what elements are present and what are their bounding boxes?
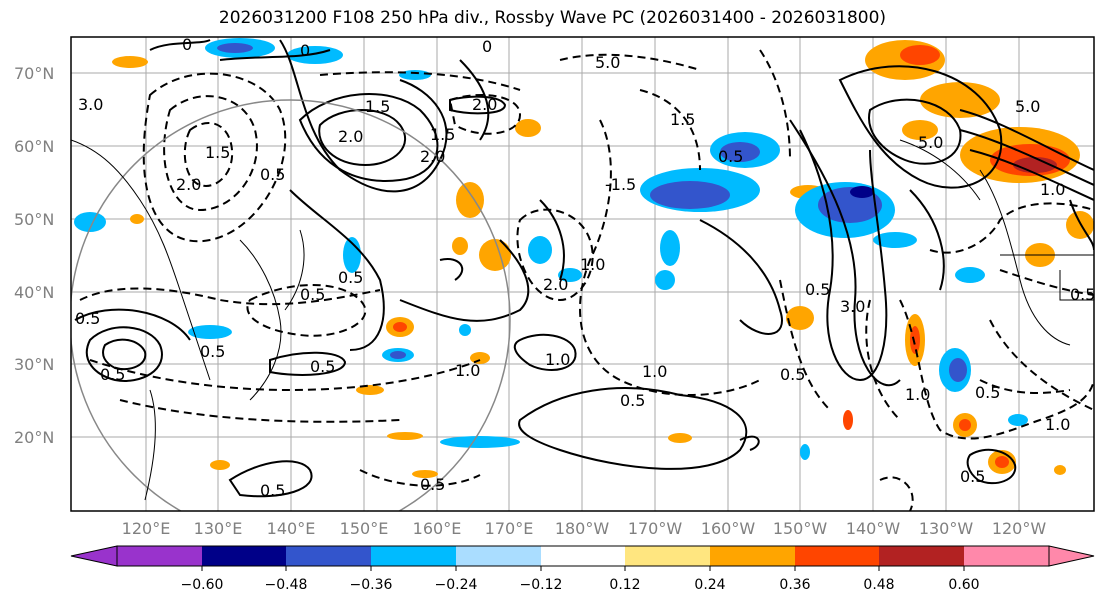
lon-label: 150°W [773,519,828,538]
colorbar-swatch [456,546,541,566]
colorbar-tick-label: −0.12 [520,577,563,593]
colorbar-tick-label: 0.12 [609,577,640,593]
contour-label: 2.0 [472,95,497,114]
contour-label: 1.0 [1040,180,1065,199]
contour-label: 2.0 [420,147,445,166]
contour-label: 0.5 [960,467,985,486]
contour-label: 0.5 [420,475,445,494]
contour-label: 1.0 [545,350,570,369]
contour-label: 0.5 [260,165,285,184]
colorbar-tick-label: −0.60 [181,577,224,593]
lat-label: 30°N [14,355,54,374]
contour-label: 0.5 [75,309,100,328]
colorbar-tick-label: −0.36 [350,577,393,593]
contour-label: 5.0 [1015,97,1040,116]
lon-label: 150°E [340,519,389,538]
contour-label: 0 [182,35,192,54]
lon-label: 160°E [413,519,462,538]
colorbar-swatch [964,546,1049,566]
contour-label: 3.0 [840,297,865,316]
lat-label: 50°N [14,210,54,229]
contour-label: 0.5 [300,285,325,304]
contour-label: 1.0 [580,255,605,274]
contour-label: 0.5 [805,280,830,299]
contour-label: 0.5 [975,383,1000,402]
colorbar-swatch [117,546,202,566]
contour-labels: 5.0 0 0 3.0 2.0 1.5 2.0 2.0 1.5 2.0 1.5 … [75,35,1095,500]
contour-label: 1.0 [455,361,480,380]
colorbar-swatch [625,546,710,566]
colorbar-max-arrow [1048,545,1095,567]
contour-label: 0.5 [310,357,335,376]
contour-label: 1.5 [205,143,230,162]
colorbar-tick-label: 0.24 [694,577,725,593]
colorbar-swatch [795,546,879,566]
contour-label: 0.5 [1070,285,1095,304]
contour-label: 1.5 [365,97,390,116]
lon-label: 180°W [555,519,610,538]
colorbar-swatch [710,546,795,566]
lon-label: 120°E [122,519,171,538]
lon-label: 130°W [919,519,974,538]
colorbar-swatch [286,546,371,566]
contour-label: 0.5 [780,365,805,384]
colorbar-tick-label: −0.48 [265,577,308,593]
lat-label: 40°N [14,283,54,302]
contour-label: 0.5 [718,147,743,166]
lat-label: 20°N [14,428,54,447]
contour-label: 2.0 [176,175,201,194]
colorbar: −0.60 −0.48 −0.36 −0.24 −0.12 0.12 0.24 … [70,545,1095,593]
contour-label: 2.0 [338,127,363,146]
colorbar-swatch [541,546,625,566]
colorbar-min-arrow [70,545,118,567]
colorbar-swatch [879,546,964,566]
map-title: 2026031200 F108 250 hPa div., Rossby Wav… [218,8,887,28]
dashed-contours [79,49,1094,511]
divergence-shading [74,38,1094,478]
longitude-labels: 120°E 130°E 140°E 150°E 160°E 170°E 180°… [122,519,1047,538]
coastlines [71,139,1094,501]
lon-label: 120°W [992,519,1047,538]
colorbar-tick-label: 0.36 [779,577,810,593]
lon-label: 140°W [846,519,901,538]
contour-label: 0.5 [338,268,363,287]
lat-label: 60°N [14,137,54,156]
lon-label: 130°E [194,519,243,538]
colorbar-swatch [371,546,456,566]
colorbar-swatch [202,546,286,566]
contour-label: 0.5 [260,481,285,500]
map-content [71,37,1094,511]
lon-label: 140°E [267,519,316,538]
contour-label: 1.5 [430,125,455,144]
reference-circle [71,99,511,511]
contour-label: 0 [300,41,310,60]
lat-label: 70°N [14,64,54,83]
contour-label: 1.5 [670,110,695,129]
contour-label: 2.0 [543,275,568,294]
lon-label: 170°E [485,519,534,538]
contour-label: 1.0 [642,362,667,381]
colorbar-tick-label: 0.48 [863,577,894,593]
contour-label: 3.0 [78,95,103,114]
contour-label: 0.5 [200,342,225,361]
contour-label: -1.5 [605,175,636,194]
colorbar-tick-label: −0.24 [435,577,478,593]
contour-label: 5.0 [595,53,620,72]
lon-label: 160°W [701,519,756,538]
colorbar-tick-label: 0.60 [948,577,979,593]
contour-label: 5.0 [918,133,943,152]
contour-label: 1.0 [1045,415,1070,434]
contour-label: 0 [482,37,492,56]
contour-label: 1.0 [905,385,930,404]
solid-contours [74,39,1094,498]
latitude-labels: 70°N 60°N 50°N 40°N 30°N 20°N [14,64,54,447]
contour-label: 0.5 [100,365,125,384]
lon-label: 170°W [628,519,683,538]
map-frame [70,36,1095,512]
contour-label: 0.5 [620,391,645,410]
